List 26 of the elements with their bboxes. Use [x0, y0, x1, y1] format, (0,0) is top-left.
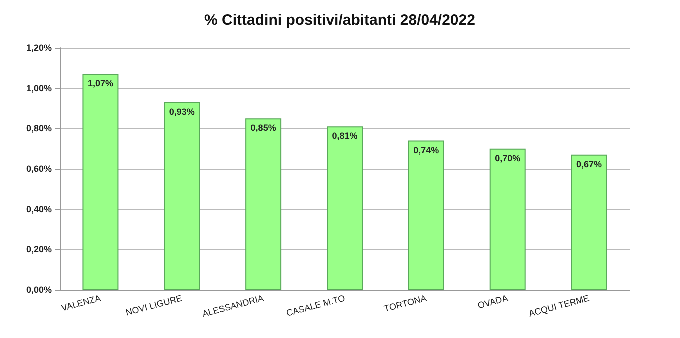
data-label: 0,74%	[414, 145, 440, 156]
y-tick-label: 0,60%	[26, 164, 52, 174]
bar	[164, 102, 200, 290]
x-tick-label: OVADA	[476, 293, 510, 311]
bar	[82, 74, 119, 290]
x-tick-label: ACQUI TERME	[528, 293, 591, 319]
bar	[408, 140, 444, 290]
data-label: 0,85%	[250, 123, 276, 134]
data-label: 0,70%	[495, 153, 521, 164]
data-label: 0,67%	[576, 159, 602, 170]
data-label: 0,93%	[169, 106, 195, 117]
x-tick-label: CASALE M.TO	[285, 293, 346, 318]
data-label: 0,81%	[332, 131, 358, 142]
bar	[246, 118, 282, 290]
y-tick-label: 0,20%	[26, 244, 52, 255]
data-label: 1,07%	[88, 78, 114, 89]
chart-title: % Cittadini positivi/abitanti 28/04/2022	[204, 12, 476, 29]
bar	[490, 148, 526, 290]
bar	[571, 154, 608, 290]
y-tick-label: 0,00%	[26, 285, 52, 295]
y-tick-label: 1,00%	[26, 83, 52, 94]
bar	[327, 126, 363, 290]
y-tick-label: 1,20%	[26, 43, 52, 53]
y-tick-label: 0,80%	[26, 124, 52, 134]
x-tick-label: NOVI LIGURE	[124, 293, 184, 318]
y-tick-label: 0,40%	[26, 204, 52, 214]
